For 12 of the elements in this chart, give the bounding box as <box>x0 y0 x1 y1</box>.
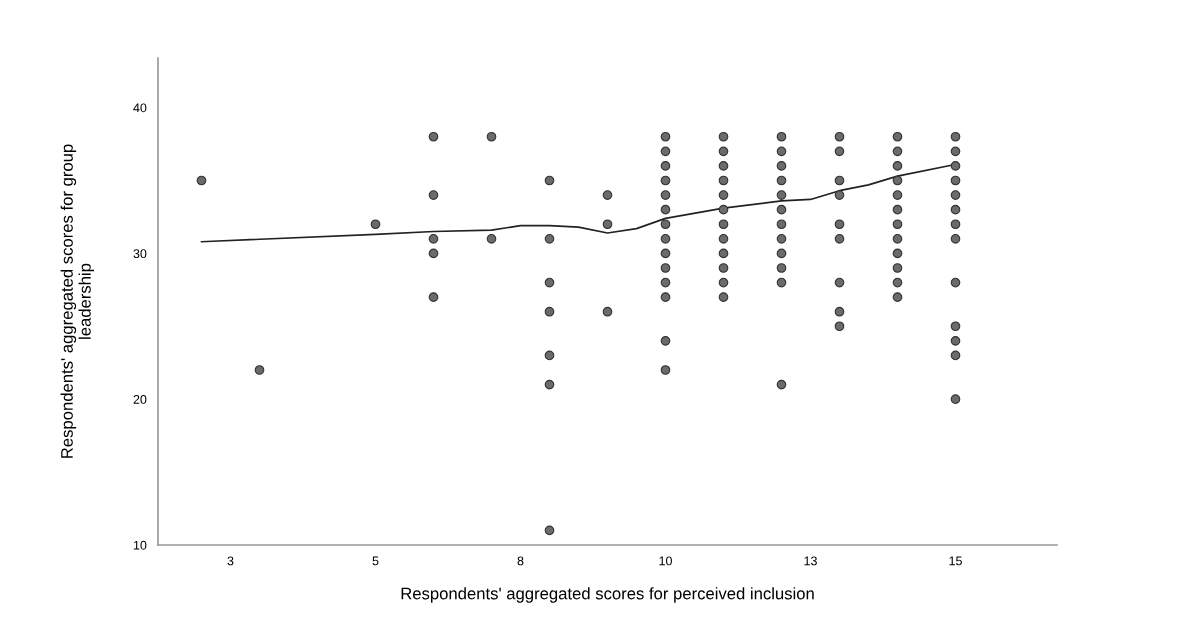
y-axis-title: Respondents' aggregated scores for group leadership <box>60 144 95 458</box>
x-tick-label: 15 <box>949 556 962 566</box>
x-axis-title: Respondents' aggregated scores for perceived inclusion <box>401 587 814 603</box>
x-tick-label: 8 <box>517 556 524 566</box>
y-tick-label: 30 <box>133 249 147 259</box>
x-tick-label: 5 <box>372 556 379 566</box>
x-tick-label: 13 <box>804 556 817 566</box>
x-tick-label: 3 <box>227 556 234 566</box>
y-tick-label: 10 <box>133 540 147 550</box>
y-tick-label: 20 <box>133 394 147 404</box>
x-tick-label: 10 <box>659 556 672 566</box>
y-tick-label: 40 <box>133 103 147 113</box>
